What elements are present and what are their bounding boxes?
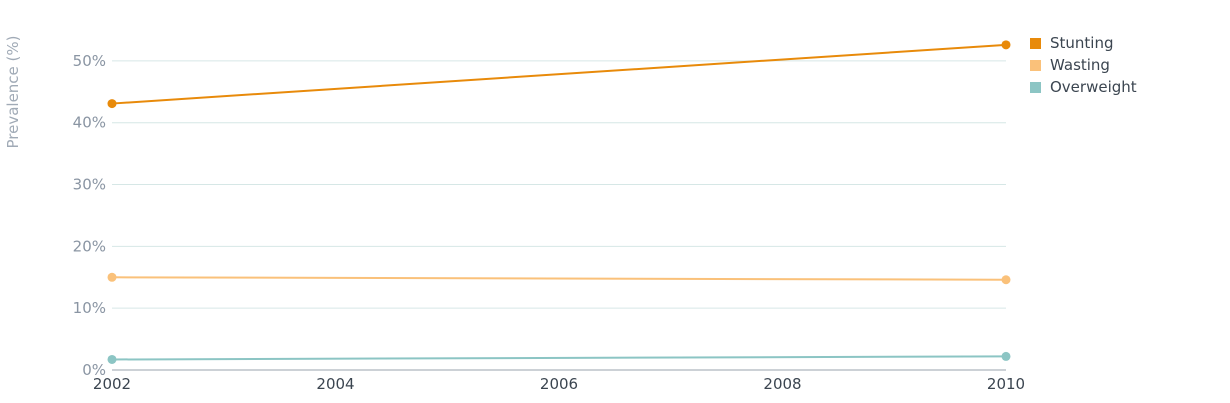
legend-label[interactable]: Stunting	[1050, 34, 1114, 52]
legend-swatch	[1030, 60, 1041, 71]
data-point-stunting[interactable]	[107, 99, 117, 109]
legend-label[interactable]: Wasting	[1050, 56, 1110, 74]
legend: Stunting Wasting Overweight	[1030, 34, 1137, 96]
x-tick-label: 2010	[987, 375, 1025, 393]
y-tick-label: 50%	[73, 52, 106, 70]
y-tick-label: 20%	[73, 237, 106, 255]
data-point-wasting[interactable]	[107, 272, 117, 282]
axes: 0% 10% 20% 30% 40% 50% 2002 2004 2006 2008 2010	[73, 52, 1025, 393]
y-tick-label: 30%	[73, 176, 106, 194]
y-axis-label: Prevalence (%)	[4, 35, 22, 148]
x-tick-label: 2002	[93, 375, 131, 393]
legend-swatch	[1030, 82, 1041, 93]
data-point-overweight[interactable]	[107, 354, 117, 364]
legend-label[interactable]: Overweight	[1050, 78, 1137, 96]
series-line-overweight	[111, 355, 1007, 361]
series-line-wasting	[111, 276, 1007, 281]
y-tick-label: 10%	[73, 299, 106, 317]
y-tick-label: 40%	[73, 114, 106, 132]
series-line-stunting	[111, 43, 1007, 105]
x-tick-label: 2006	[540, 375, 578, 393]
series-layer	[107, 40, 1011, 364]
data-point-overweight[interactable]	[1001, 351, 1011, 361]
x-tick-label: 2004	[316, 375, 354, 393]
data-point-stunting[interactable]	[1001, 40, 1011, 50]
x-tick-label: 2008	[763, 375, 801, 393]
legend-swatch	[1030, 38, 1041, 49]
y-tick-label: 0%	[82, 361, 106, 379]
grid-lines	[112, 60, 1006, 309]
data-point-wasting[interactable]	[1001, 275, 1011, 285]
